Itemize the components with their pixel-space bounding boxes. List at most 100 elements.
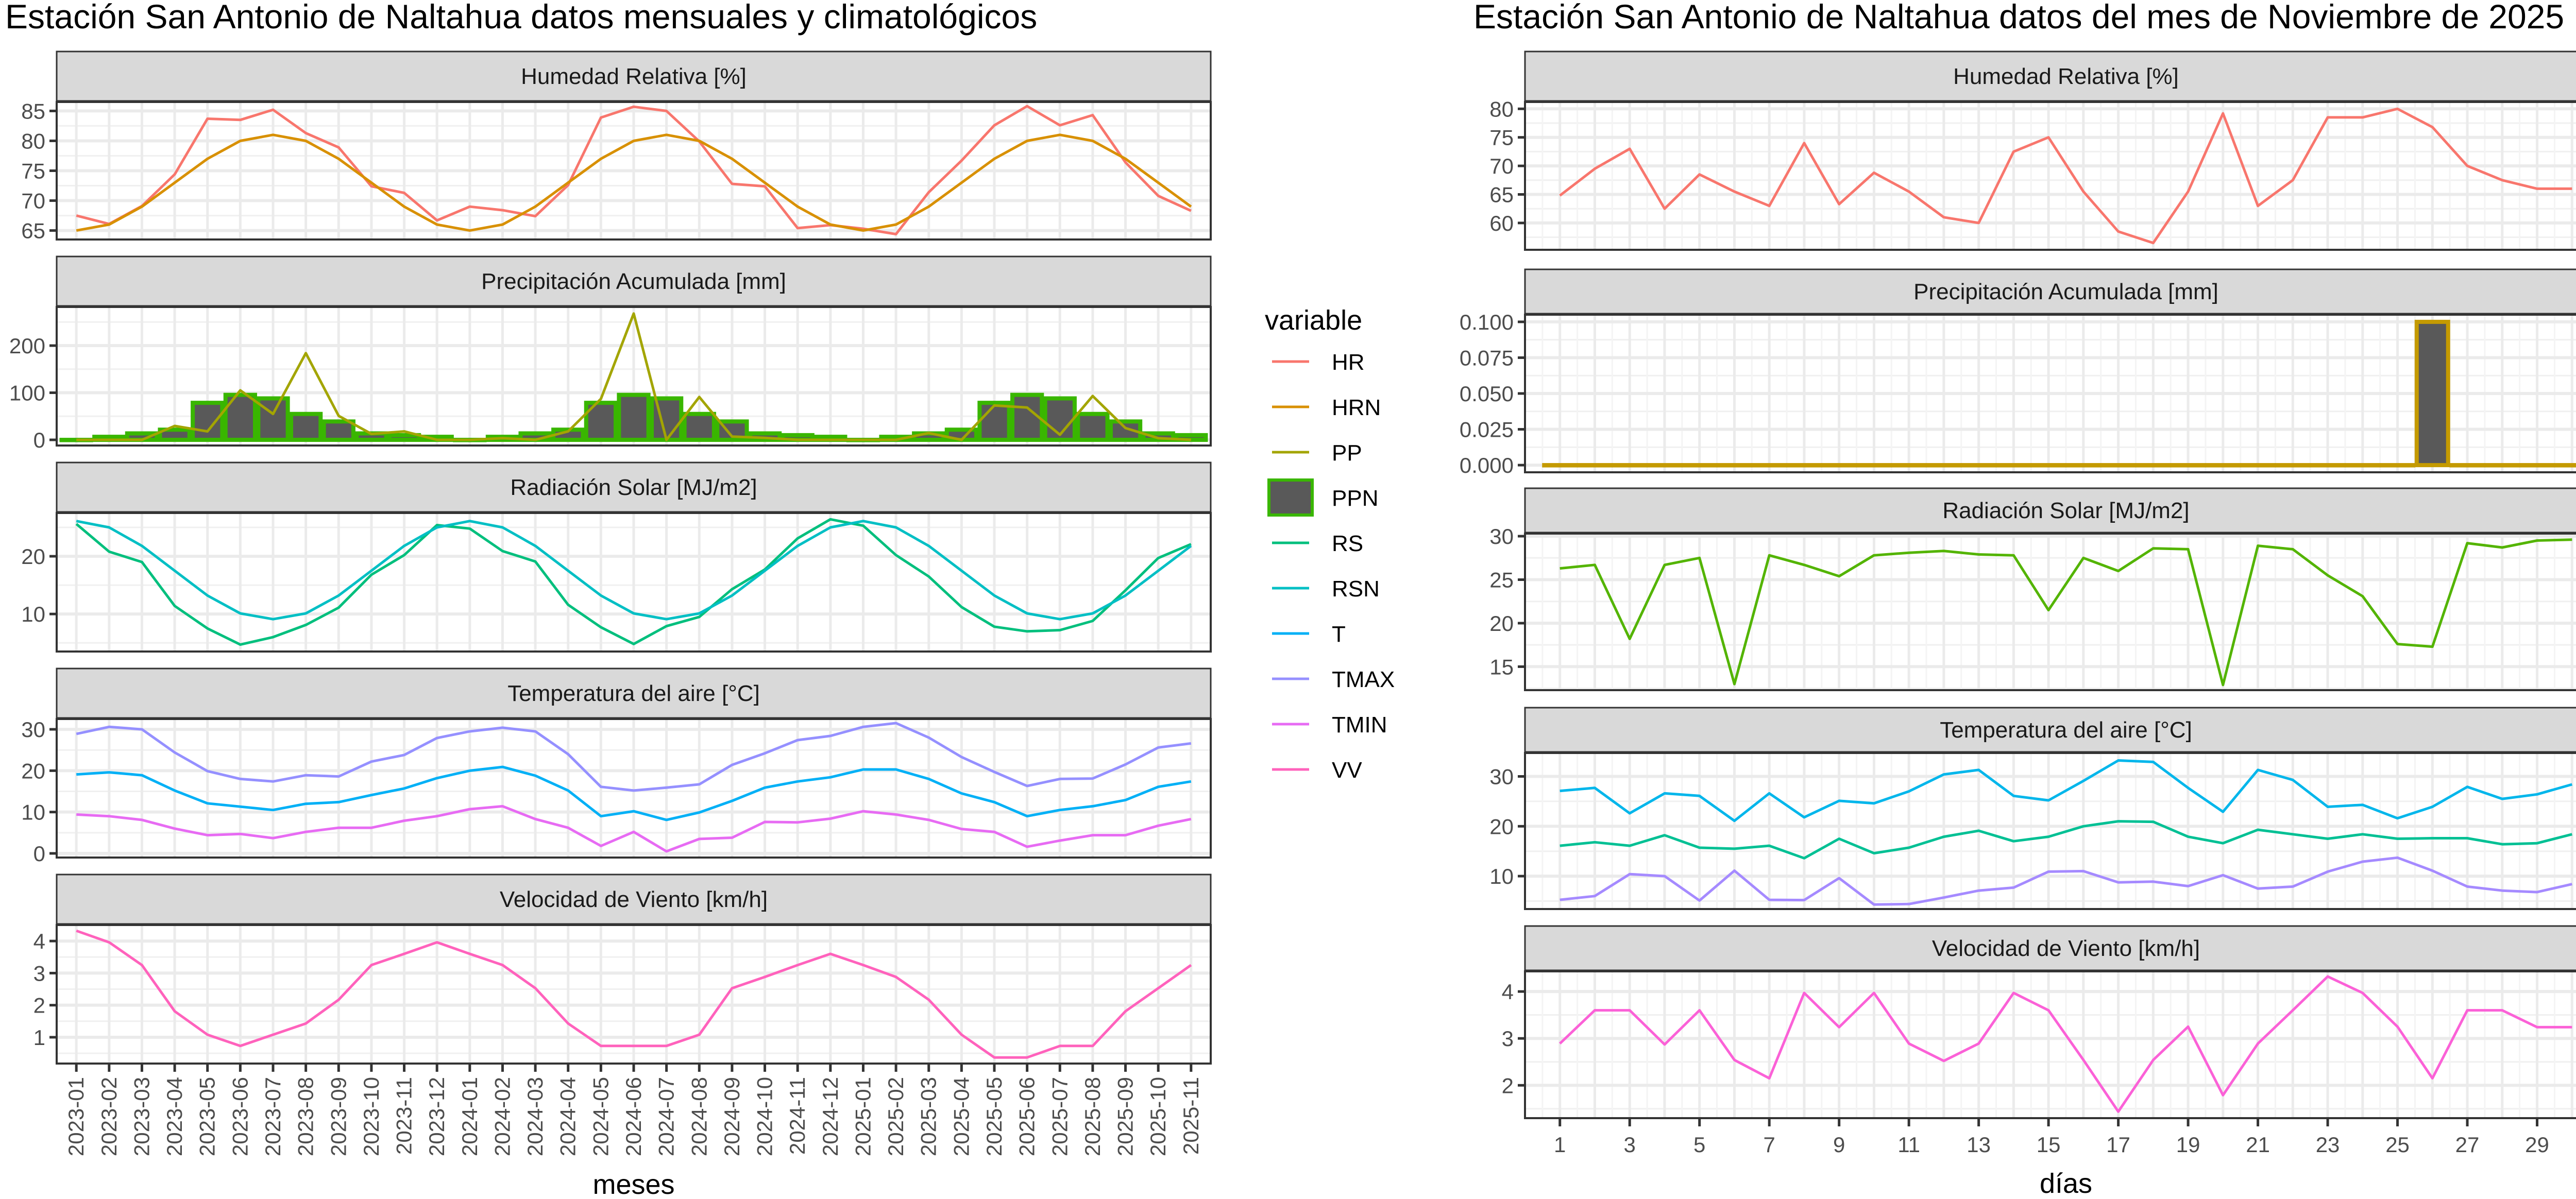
- bar-pp: [1856, 463, 1892, 468]
- legend-item: PPN: [1267, 478, 1378, 517]
- panel-border: [56, 101, 1212, 241]
- x-tick-label: 2025-05: [982, 1077, 1006, 1156]
- y-tick-label: 80: [21, 129, 45, 153]
- facet-strip: [1524, 925, 2576, 971]
- series-line-rs: [1560, 538, 2572, 687]
- x-tick-label: 2024-01: [457, 1077, 482, 1156]
- daily-chart: Estación San Antonio de Naltahua datos d…: [1460, 0, 2576, 1199]
- panel-border: [56, 512, 1212, 653]
- facet-panel: Humedad Relativa [%] 65 70 75 80 85: [21, 50, 1212, 243]
- y-tick-label: 200: [9, 334, 45, 358]
- legend-label: PPN: [1332, 486, 1378, 511]
- bar-pp: [2380, 463, 2416, 468]
- facet-panel: Precipitación Acumulada [mm] 0.000 0.025 0.…: [1460, 268, 2576, 477]
- facet-strip-label: Temperatura del aire [°C]: [507, 681, 760, 706]
- y-tick-label: 20: [1489, 814, 1514, 838]
- bar-pp: [1786, 463, 1822, 468]
- x-tick-label: 2023-05: [195, 1077, 219, 1156]
- legend-title: variable: [1265, 305, 1362, 336]
- x-tick-label: 2023-09: [326, 1077, 350, 1156]
- series-line-tmax: [76, 722, 1192, 792]
- x-tick-label: 29: [2525, 1133, 2549, 1157]
- x-tick-label: 2023-04: [162, 1077, 187, 1156]
- y-tick-label: 4: [1502, 980, 1514, 1004]
- x-tick-label: 15: [2037, 1133, 2061, 1157]
- x-tick-label: 2025-08: [1080, 1077, 1105, 1156]
- facet-panel: Temperatura del aire [°C] 0 10 20 30: [21, 667, 1212, 866]
- panel-border: [1524, 970, 2576, 1119]
- x-tick-label: 2023-11: [392, 1077, 416, 1155]
- x-tick-label: 25: [2385, 1133, 2410, 1157]
- y-tick-label: 0.100: [1460, 310, 1514, 334]
- facet-strip: [1524, 50, 2576, 102]
- monthly-chart: Estación San Antonio de Naltahua datos m…: [5, 0, 1395, 1199]
- bar-ppn: [682, 412, 716, 442]
- facet-strip: [56, 667, 1212, 719]
- legend-item: HR: [1272, 350, 1365, 375]
- bar-pp: [2275, 463, 2311, 468]
- y-tick-label: 2: [33, 994, 45, 1018]
- bar-pp: [2135, 463, 2171, 468]
- y-tick-label: 75: [1489, 126, 1514, 150]
- bar-pp: [2414, 319, 2450, 468]
- legend-label: PP: [1332, 440, 1362, 466]
- x-tick-label: 5: [1693, 1133, 1705, 1157]
- series-line-vv: [1558, 975, 2572, 1113]
- y-tick-label: 30: [1489, 764, 1514, 789]
- y-tick-label: 25: [1489, 568, 1514, 592]
- legend-item: TMAX: [1272, 667, 1395, 692]
- y-tick-label: 65: [1489, 183, 1514, 207]
- x-tick-label: 2023-07: [261, 1077, 285, 1156]
- x-tick-label: 2024-11: [785, 1077, 809, 1155]
- panel-border: [1524, 314, 2576, 473]
- x-tick-label: 2024-10: [753, 1077, 777, 1156]
- series-line-t: [1560, 820, 2572, 860]
- series-line-hr: [1559, 107, 2572, 245]
- legend-key-bar: [1267, 478, 1314, 517]
- panel-border: [56, 306, 1212, 447]
- series-line-hr: [76, 105, 1192, 236]
- y-tick-label: 1: [33, 1025, 45, 1050]
- facet-strip: [1524, 487, 2576, 534]
- y-tick-label: 0: [33, 842, 45, 866]
- y-tick-label: 0: [33, 428, 45, 452]
- y-tick-label: 0.000: [1460, 453, 1514, 477]
- x-tick-label: 2024-05: [588, 1077, 613, 1156]
- x-tick-label: 23: [2316, 1133, 2340, 1157]
- chart-title: Estación San Antonio de Naltahua datos d…: [1473, 0, 2564, 36]
- x-tick-label: 2025-02: [884, 1077, 908, 1156]
- x-tick-label: 2024-08: [687, 1077, 711, 1156]
- legend-item: PP: [1272, 440, 1362, 466]
- legend-item: RSN: [1272, 576, 1380, 602]
- bar-ppn: [223, 392, 257, 442]
- panel-border: [56, 718, 1212, 859]
- facet-strip-label: Velocidad de Viento [km/h]: [500, 887, 768, 912]
- bar-pp: [1716, 463, 1752, 468]
- x-tick-label: 17: [2106, 1133, 2130, 1157]
- facet-panel: Temperatura del aire [°C] 10 20 30: [1489, 707, 2576, 910]
- x-tick-label: 19: [2176, 1133, 2200, 1157]
- facet-panel: Velocidad de Viento [km/h] 1 2 3 4: [33, 873, 1212, 1065]
- panel-border: [1524, 101, 2576, 251]
- legend-item: T: [1272, 622, 1346, 647]
- legend-label: T: [1332, 622, 1346, 647]
- bar-pp: [2030, 463, 2066, 468]
- x-tick-label: 3: [1624, 1133, 1636, 1157]
- bar-pp: [2205, 463, 2241, 468]
- panel-border: [1524, 533, 2576, 691]
- x-tick-label: 2025-01: [851, 1077, 875, 1156]
- series-line-rsn: [76, 520, 1192, 621]
- x-tick-label: 2024-06: [621, 1077, 646, 1156]
- facet-strip-label: Precipitación Acumulada [mm]: [481, 269, 786, 294]
- facet-strip: [1524, 707, 2576, 753]
- y-tick-label: 60: [1489, 211, 1514, 235]
- y-tick-label: 2: [1502, 1073, 1514, 1098]
- bar-pp: [2240, 463, 2276, 468]
- legend-label: HR: [1332, 350, 1365, 375]
- x-tick-label: 2025-03: [917, 1077, 941, 1156]
- legend-item: VV: [1272, 758, 1362, 783]
- facet-strip: [56, 873, 1212, 925]
- y-tick-label: 10: [21, 800, 45, 825]
- x-tick-label: 2024-04: [556, 1077, 580, 1156]
